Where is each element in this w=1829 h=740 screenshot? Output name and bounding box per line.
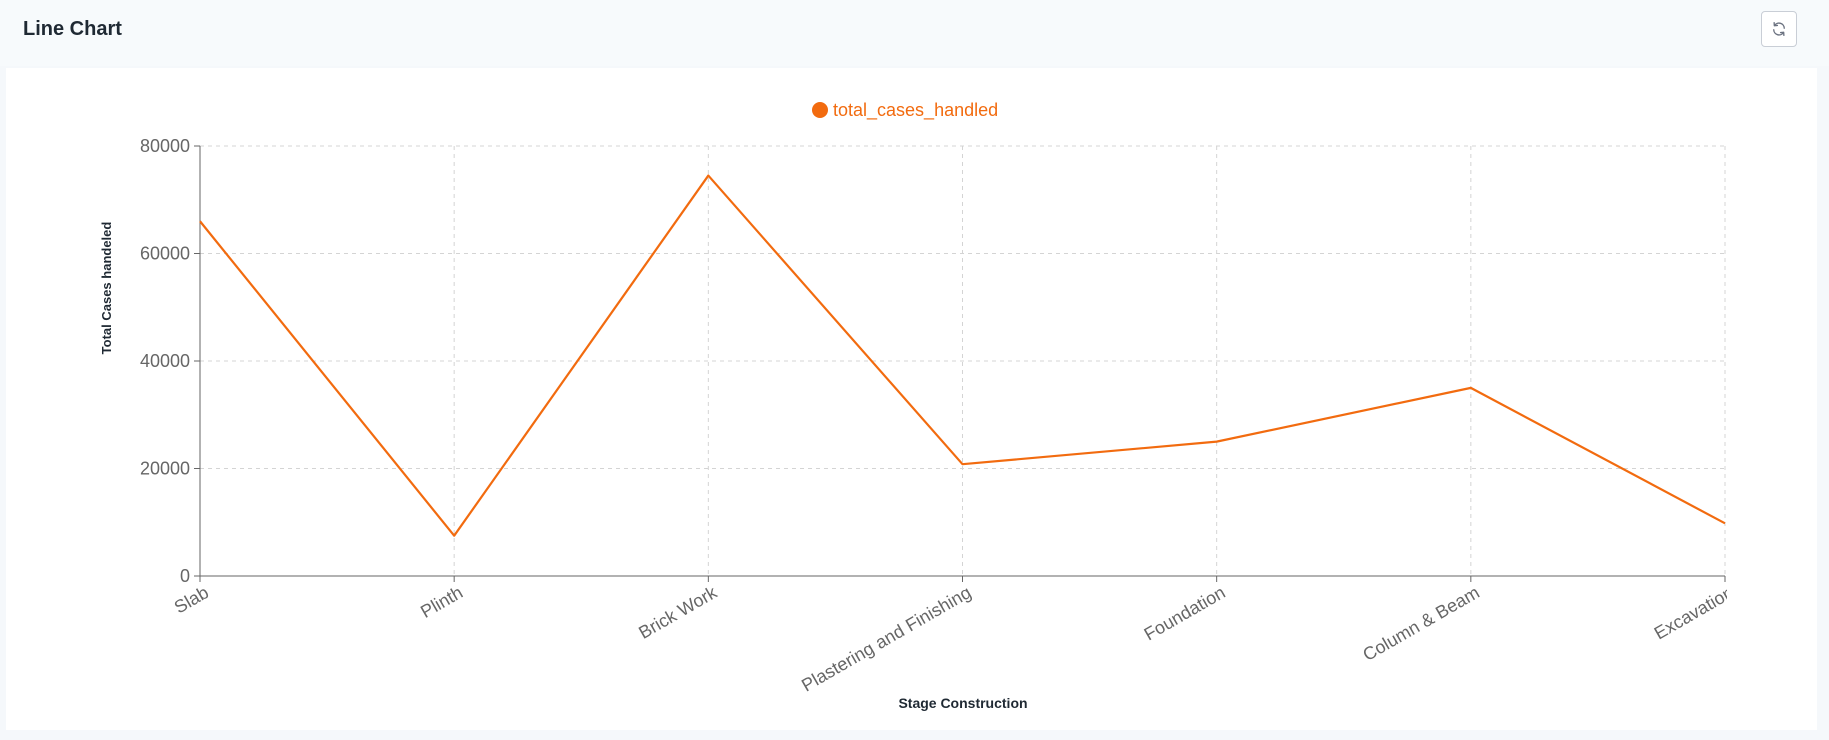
header-bar: Line Chart: [0, 0, 1829, 66]
x-axis-label: Stage Construction: [898, 695, 1027, 711]
x-tick-label: Plinth: [417, 582, 466, 622]
axes: 0 20000 40000 60000 80000 Slab Plinth Brick Wor…: [140, 136, 1737, 696]
refresh-button[interactable]: [1761, 11, 1797, 47]
legend-label: total_cases_handled: [833, 100, 998, 121]
grid: [200, 145, 1726, 576]
page-title: Line Chart: [23, 18, 122, 40]
y-tick-label: 60000: [140, 244, 190, 264]
x-tick-label: Column & Beam: [1359, 582, 1483, 665]
x-tick-label: Plastering and Finishing: [798, 582, 974, 695]
x-tick-label: Brick Work: [635, 582, 721, 643]
y-tick-label: 40000: [140, 351, 190, 371]
y-tick-label: 0: [180, 566, 190, 586]
x-tick-labels: Slab Plinth Brick Work Plastering and Finis…: [171, 582, 1737, 696]
y-tick-label: 20000: [140, 459, 190, 479]
legend-swatch: [812, 102, 828, 118]
y-axis-label: Total Cases handeled: [99, 222, 114, 355]
x-tick-label: Excavation: [1651, 582, 1737, 643]
legend[interactable]: total_cases_handled: [812, 100, 998, 121]
y-tick-label: 80000: [140, 136, 190, 156]
refresh-icon: [1773, 21, 1785, 37]
x-tick-label: Slab: [171, 582, 212, 617]
series-layer: [199, 174, 1726, 537]
line-chart: 0 20000 40000 60000 80000 Slab Plinth Brick Wor…: [99, 100, 1737, 711]
x-tick-label: Foundation: [1141, 582, 1229, 644]
series-line: [199, 174, 1726, 537]
chart-card: 0 20000 40000 60000 80000 Slab Plinth Brick Wor…: [6, 68, 1817, 730]
